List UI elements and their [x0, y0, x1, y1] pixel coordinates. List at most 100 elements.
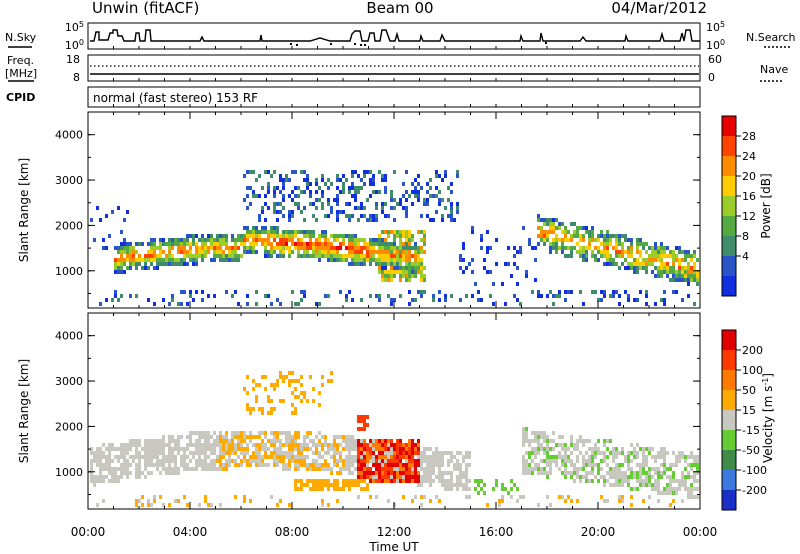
heatmap-cell: [213, 467, 216, 471]
heatmap-cell: [666, 262, 669, 266]
heatmap-cell: [351, 258, 354, 262]
heatmap-cell: [297, 479, 300, 483]
heatmap-cell: [648, 467, 651, 471]
heatmap-cell: [153, 463, 156, 467]
heatmap-cell: [648, 471, 651, 475]
heatmap-cell: [420, 503, 423, 507]
heatmap-cell: [234, 447, 237, 451]
heatmap-cell: [447, 479, 450, 483]
heatmap-cell: [192, 443, 195, 447]
heatmap-cell: [210, 503, 213, 507]
heatmap-cell: [417, 182, 420, 186]
heatmap-cell: [276, 202, 279, 206]
heatmap-cell: [168, 250, 171, 254]
heatmap-cell: [318, 242, 321, 246]
heatmap-cell: [426, 463, 429, 467]
heatmap-cell: [279, 246, 282, 250]
heatmap-cell: [399, 266, 402, 270]
heatmap-cell: [474, 479, 477, 483]
heatmap-cell: [345, 467, 348, 471]
heatmap-cell: [168, 439, 171, 443]
heatmap-cell: [405, 234, 408, 238]
heatmap-cell: [324, 483, 327, 487]
heatmap-cell: [450, 206, 453, 210]
heatmap-cell: [549, 467, 552, 471]
heatmap-cell: [135, 294, 138, 298]
heatmap-cell: [534, 467, 537, 471]
heatmap-cell: [600, 475, 603, 479]
heatmap-cell: [381, 455, 384, 459]
heatmap-cell: [366, 254, 369, 258]
heatmap-cell: [558, 443, 561, 447]
heatmap-cell: [324, 246, 327, 250]
heatmap-cell: [345, 479, 348, 483]
colorbar-swatch: [722, 256, 736, 277]
heatmap-cell: [384, 230, 387, 234]
heatmap-cell: [567, 230, 570, 234]
heatmap-cell: [99, 475, 102, 479]
time-tick-label: 00:00: [683, 525, 718, 539]
heatmap-cell: [369, 250, 372, 254]
heatmap-cell: [201, 463, 204, 467]
heatmap-cell: [354, 194, 357, 198]
heatmap-cell: [468, 451, 471, 455]
heatmap-cell: [321, 467, 324, 471]
heatmap-cell: [534, 258, 537, 262]
heatmap-cell: [141, 447, 144, 451]
heatmap-cell: [417, 258, 420, 262]
heatmap-cell: [201, 467, 204, 471]
heatmap-cell: [651, 447, 654, 451]
heatmap-cell: [582, 467, 585, 471]
heatmap-cell: [600, 230, 603, 234]
heatmap-cell: [261, 411, 264, 415]
heatmap-cell: [456, 483, 459, 487]
heatmap-cell: [627, 459, 630, 463]
heatmap-cell: [543, 222, 546, 226]
heatmap-cell: [606, 250, 609, 254]
heatmap-cell: [405, 214, 408, 218]
heatmap-cell: [309, 447, 312, 451]
heatmap-cell: [333, 439, 336, 443]
heatmap-cell: [381, 254, 384, 258]
heatmap-cell: [489, 246, 492, 250]
heatmap-cell: [630, 487, 633, 491]
heatmap-cell: [99, 302, 102, 306]
heatmap-cell: [657, 250, 660, 254]
heatmap-cell: [351, 182, 354, 186]
heatmap-cell: [549, 246, 552, 250]
heatmap-cell: [387, 459, 390, 463]
heatmap-cell: [342, 254, 345, 258]
heatmap-cell: [312, 459, 315, 463]
heatmap-cell: [180, 459, 183, 463]
heatmap-cell: [366, 463, 369, 467]
heatmap-cell: [657, 246, 660, 250]
heatmap-cell: [177, 242, 180, 246]
heatmap-cell: [282, 186, 285, 190]
heatmap-cell: [630, 495, 633, 499]
heatmap-cell: [288, 379, 291, 383]
heatmap-cell: [207, 463, 210, 467]
heatmap-cell: [540, 234, 543, 238]
heatmap-cell: [363, 471, 366, 475]
heatmap-cell: [138, 459, 141, 463]
heatmap-cell: [648, 475, 651, 479]
heatmap-cell: [360, 415, 363, 419]
heatmap-cell: [327, 443, 330, 447]
heatmap-cell: [387, 250, 390, 254]
heatmap-cell: [606, 246, 609, 250]
heatmap-cell: [330, 250, 333, 254]
heatmap-cell: [543, 218, 546, 222]
heatmap-cell: [96, 459, 99, 463]
heatmap-cell: [237, 439, 240, 443]
heatmap-cell: [357, 174, 360, 178]
heatmap-cell: [531, 459, 534, 463]
heatmap-cell: [315, 254, 318, 258]
heatmap-cell: [255, 242, 258, 246]
heatmap-cell: [687, 487, 690, 491]
heatmap-cell: [297, 254, 300, 258]
heatmap-cell: [216, 467, 219, 471]
heatmap-cell: [285, 431, 288, 435]
heatmap-cell: [612, 451, 615, 455]
heatmap-cell: [405, 250, 408, 254]
heatmap-cell: [225, 242, 228, 246]
